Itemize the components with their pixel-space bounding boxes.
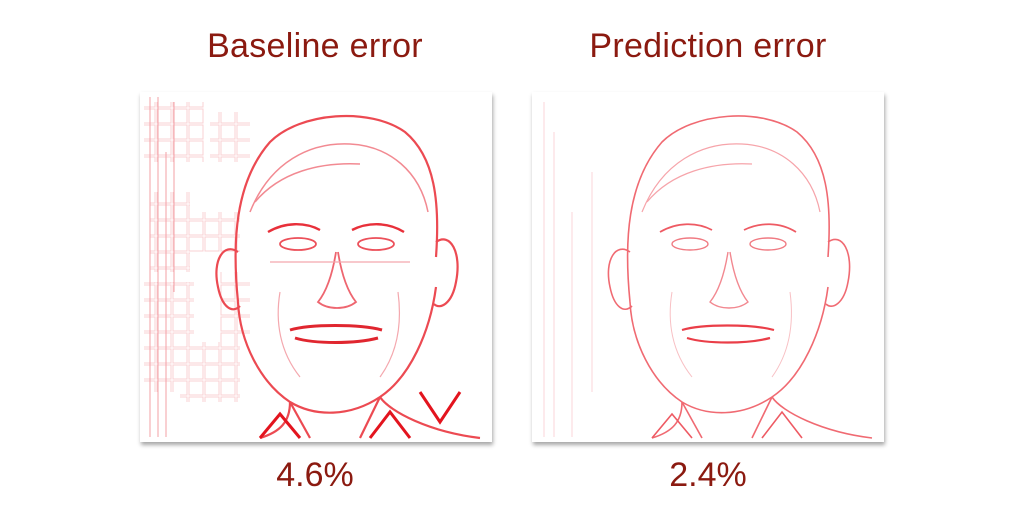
baseline-error-map [140, 92, 492, 442]
prediction-error-image [532, 92, 884, 442]
baseline-error-image [140, 92, 492, 442]
prediction-error-title: Prediction error [589, 27, 827, 65]
baseline-error-value: 4.6% [276, 456, 354, 494]
prediction-error-value: 2.4% [669, 456, 747, 494]
prediction-error-map [532, 92, 884, 442]
baseline-error-title: Baseline error [207, 27, 423, 65]
